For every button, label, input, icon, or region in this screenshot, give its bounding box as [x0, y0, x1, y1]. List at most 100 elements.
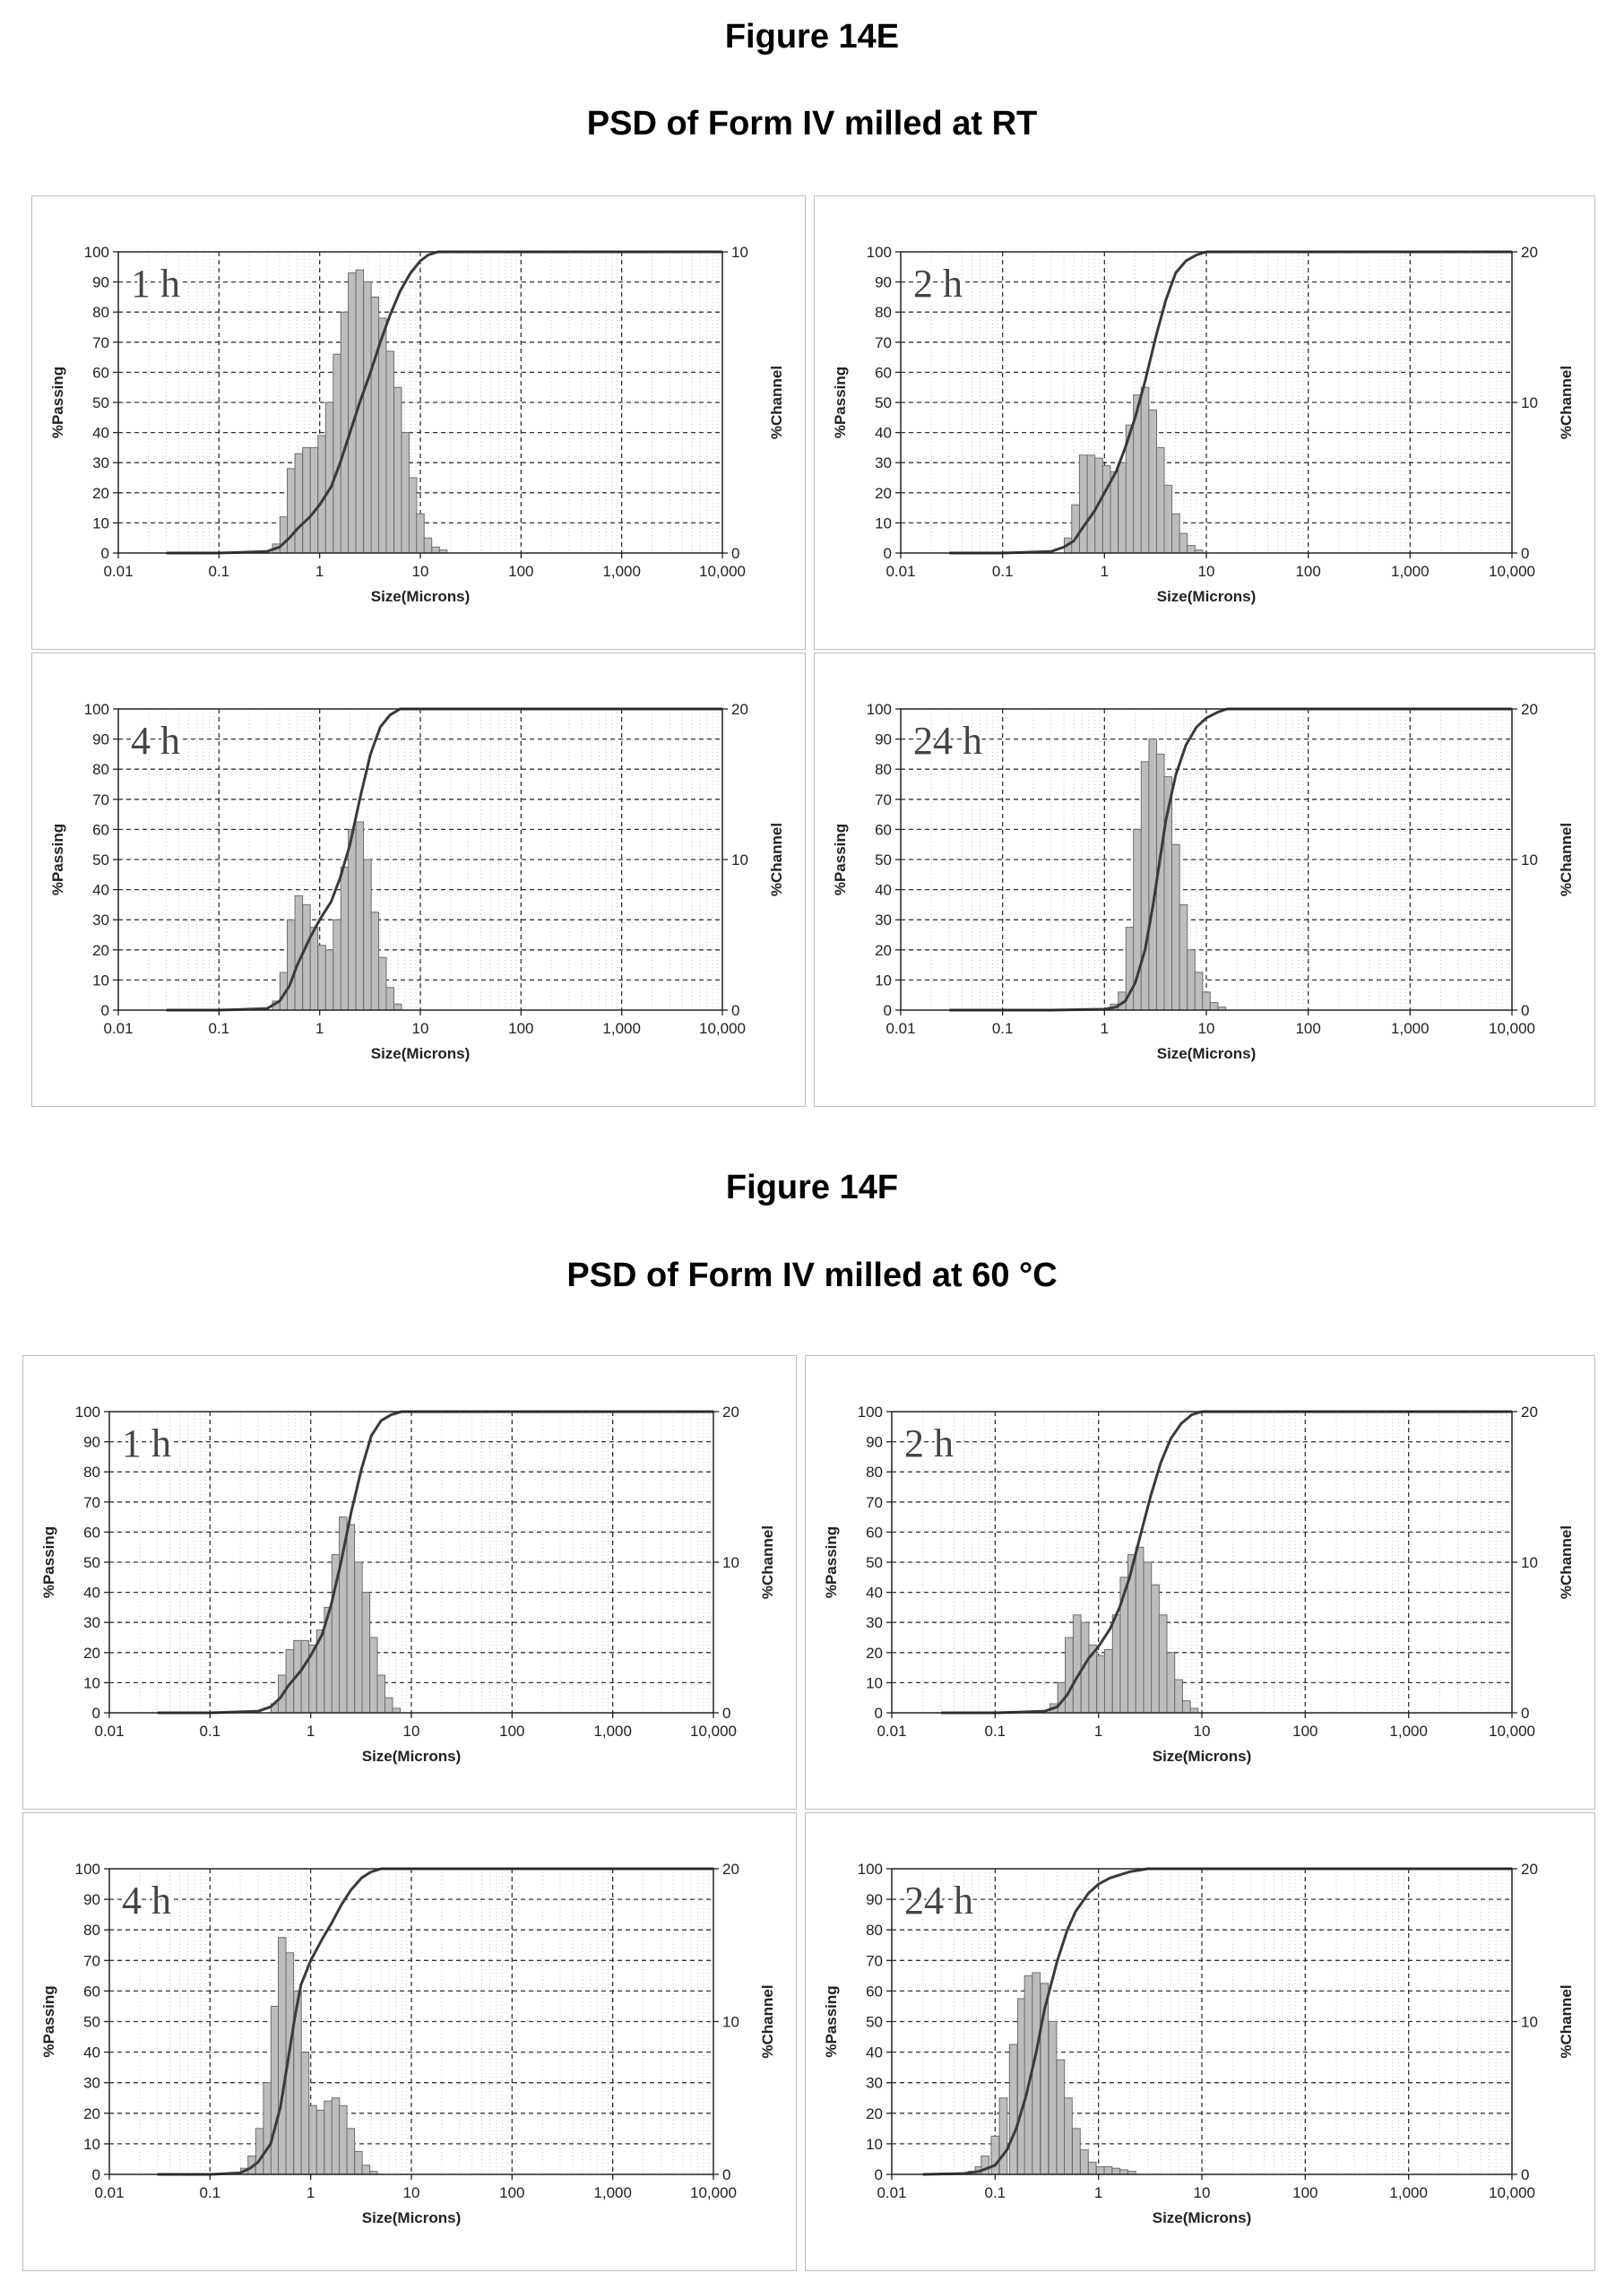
y2-tick-label: 20 — [1521, 701, 1538, 718]
channel-bar — [378, 956, 387, 1011]
channel-bar — [1163, 484, 1173, 554]
major-grid — [892, 1412, 1512, 1713]
x-axis-title: Size(Microns) — [1157, 1045, 1257, 1062]
channel-bar — [1143, 1561, 1153, 1714]
x-axis-title: Size(Microns) — [371, 1045, 471, 1062]
channel-bar — [370, 296, 380, 554]
y2-axis: 0 10 20 — [1512, 701, 1538, 1019]
y-tick-label: 50 — [875, 394, 892, 411]
y-tick-label: 10 — [866, 2136, 883, 2153]
channel-bar — [1072, 2128, 1081, 2175]
channel-bar — [300, 1639, 310, 1714]
y-axis-title: %Passing — [823, 1985, 840, 2057]
y2-tick-label: 0 — [731, 1002, 739, 1019]
y-tick-label: 50 — [866, 2014, 883, 2031]
channel-bar — [1151, 1584, 1160, 1714]
y-tick-label: 60 — [866, 1524, 883, 1541]
x-axis-title: Size(Microns) — [362, 2209, 462, 2226]
channel-bar — [990, 2135, 1000, 2175]
channel-bar — [1209, 1002, 1219, 1011]
y-tick-label: 100 — [858, 1861, 883, 1878]
passing-curve — [922, 1867, 1512, 2176]
passing-curve — [157, 1867, 713, 2176]
y-tick-label: 50 — [83, 2014, 100, 2031]
channel-bar — [363, 859, 372, 1011]
channel-bar — [1187, 949, 1196, 1011]
x-tick-label: 1 — [1094, 1723, 1102, 1740]
y-tick-label: 10 — [92, 972, 109, 989]
y-tick-label: 20 — [92, 942, 109, 959]
x-axis-title: Size(Microns) — [362, 1748, 462, 1765]
y-axis-title: %Passing — [49, 824, 66, 895]
y2-tick-label: 0 — [1521, 1002, 1529, 1019]
y-tick-label: 20 — [83, 1645, 100, 1662]
channel-bar — [423, 537, 433, 554]
y-tick-label: 70 — [92, 791, 109, 808]
psd-chart-14f-1h: 0 10 20 30 40 50 60 70 80 90 100 0 10 20 0.01 0.1 1 10 100… — [40, 1404, 776, 1765]
passing-curve — [166, 707, 722, 1012]
y2-tick-label: 10 — [731, 851, 748, 868]
channel-bar — [1008, 2044, 1018, 2175]
channel-bar — [324, 2100, 333, 2175]
figure-14f-title: Figure 14F — [725, 1169, 899, 1206]
y-tick-label: 10 — [92, 514, 109, 531]
x-tick-label: 1,000 — [1391, 1020, 1430, 1037]
panel-time-label: 2 h — [913, 262, 963, 306]
x-axis: 0.01 0.1 1 10 100 1,000 10,000 — [885, 1010, 1535, 1037]
x-tick-label: 10 — [1198, 563, 1215, 580]
channel-bar — [1171, 843, 1180, 1011]
y-tick-label: 90 — [875, 731, 892, 748]
y-tick-label: 80 — [875, 761, 892, 778]
x-tick-label: 100 — [1295, 1020, 1320, 1037]
channel-bar — [1118, 462, 1127, 554]
panel-time-label: 4 h — [122, 1879, 171, 1923]
channel-bar — [324, 949, 334, 1011]
x-tick-label: 1 — [307, 2184, 315, 2201]
y2-tick-label: 10 — [1521, 851, 1538, 868]
y-tick-label: 0 — [884, 545, 892, 562]
channel-bar — [1155, 446, 1165, 554]
x-tick-label: 0.01 — [877, 2184, 906, 2201]
y-axis: 0 10 20 30 40 50 60 70 80 90 100 — [75, 1861, 109, 2183]
y-tick-label: 60 — [875, 364, 892, 381]
y-tick-label: 100 — [867, 244, 892, 261]
y-tick-label: 30 — [92, 912, 109, 929]
x-axis: 0.01 0.1 1 10 100 1,000 10,000 — [94, 1713, 737, 1740]
y2-tick-label: 0 — [1521, 1705, 1529, 1722]
channel-bar — [263, 2082, 272, 2175]
y-axis: 0 10 20 30 40 50 60 70 80 90 100 — [867, 701, 901, 1019]
x-axis: 0.01 0.1 1 10 100 1,000 10,000 — [103, 553, 746, 580]
channel-bar — [294, 453, 304, 554]
x-tick-label: 0.1 — [200, 1723, 221, 1740]
y-tick-label: 10 — [875, 514, 892, 531]
y-axis-title: %Passing — [40, 1985, 57, 2057]
channel-bar — [392, 1707, 401, 1714]
major-grid — [109, 1869, 713, 2174]
channel-bar — [1166, 1652, 1176, 1714]
y2-axis-title: %Channel — [759, 1525, 776, 1599]
x-tick-label: 100 — [508, 563, 533, 580]
major-grid — [901, 252, 1512, 553]
y-axis-title: %Passing — [832, 367, 849, 438]
channel-bar — [393, 1003, 402, 1011]
channel-bar — [1202, 991, 1211, 1011]
channel-bar — [361, 2165, 371, 2175]
channel-bar — [354, 2150, 363, 2175]
channel-bar — [385, 987, 395, 1011]
major-grid — [109, 1412, 713, 1713]
channel-bar — [355, 821, 365, 1011]
y-tick-label: 10 — [875, 972, 892, 989]
channel-bar — [363, 281, 372, 554]
y-tick-label: 40 — [92, 882, 109, 899]
x-tick-label: 1,000 — [1391, 563, 1430, 580]
x-tick-label: 10,000 — [690, 1723, 737, 1740]
channel-bar — [369, 1637, 378, 1714]
y-tick-label: 0 — [92, 1705, 100, 1722]
y-tick-label: 20 — [875, 485, 892, 502]
psd-chart-14e-4h: 0 10 20 30 40 50 60 70 80 90 100 0 10 20 0.01 0.1 1 10 100… — [49, 701, 785, 1062]
x-tick-label: 0.1 — [992, 563, 1014, 580]
y2-axis: 0 10 20 — [713, 1404, 739, 1722]
y-axis-title: %Passing — [40, 1526, 57, 1598]
x-tick-label: 10 — [1194, 1723, 1211, 1740]
y-tick-label: 100 — [75, 1404, 100, 1421]
